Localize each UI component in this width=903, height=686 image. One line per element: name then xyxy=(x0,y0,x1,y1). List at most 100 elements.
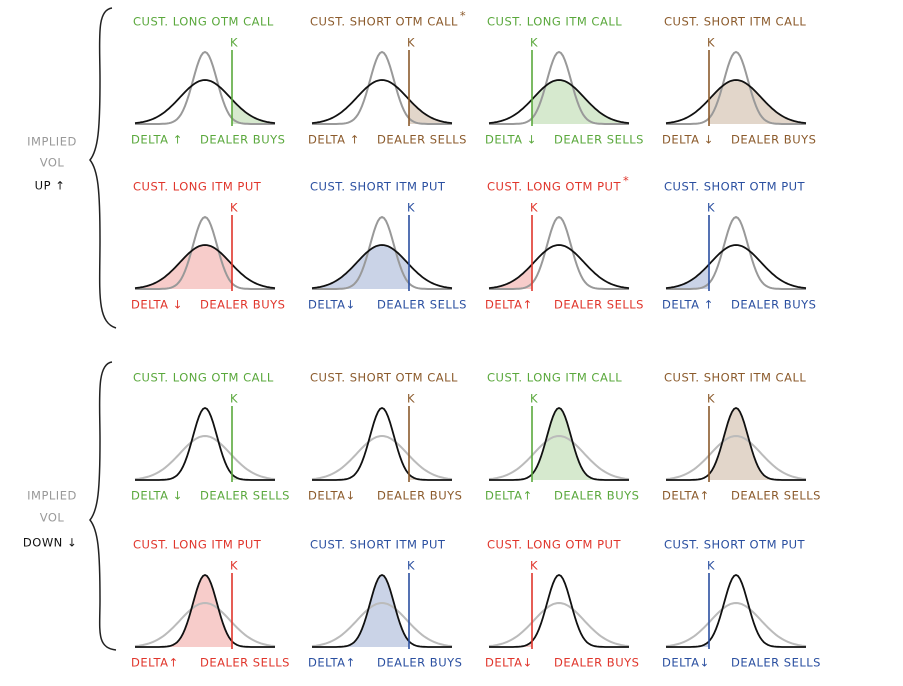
panel: CUST. SHORT ITM CALL K DELTA↑ DEALER SELLS xyxy=(662,371,821,503)
new-curve xyxy=(489,573,629,648)
panel-title: CUST. SHORT ITM PUT xyxy=(310,180,446,194)
old-curve xyxy=(489,215,629,290)
footnote-mark: * xyxy=(623,174,629,188)
old-curve xyxy=(666,50,806,125)
shaded-area xyxy=(489,265,532,289)
delta-label: DELTA ↓ xyxy=(662,133,714,147)
shaded-area xyxy=(709,80,806,124)
shaded-area xyxy=(135,575,232,647)
shaded-area xyxy=(409,99,452,124)
strike-label: K xyxy=(530,201,538,215)
strike-label: K xyxy=(707,201,715,215)
brace xyxy=(89,361,117,651)
new-curve xyxy=(311,79,453,124)
old-curve xyxy=(311,601,453,648)
footnote-mark: * xyxy=(460,9,466,23)
panel-title: CUST. LONG ITM CALL xyxy=(487,15,622,29)
old-curve xyxy=(489,50,629,125)
dealer-label: DEALER BUYS xyxy=(731,133,816,147)
panel: CUST. SHORT ITM PUT K DELTA↓ DEALER SELLS xyxy=(308,180,467,312)
new-curve xyxy=(134,79,276,124)
new-curve xyxy=(665,244,807,289)
delta-label: DELTA↑ xyxy=(485,298,533,312)
dealer-label: DEALER SELLS xyxy=(200,489,290,503)
dealer-label: DEALER BUYS xyxy=(731,298,816,312)
dealer-label: DEALER BUYS xyxy=(200,133,285,147)
delta-label: DELTA ↑ xyxy=(308,133,360,147)
side-label: IMPLIED xyxy=(27,489,77,503)
dealer-label: DEALER SELLS xyxy=(731,489,821,503)
delta-label: DELTA↑ xyxy=(662,489,710,503)
panel: CUST. SHORT OTM PUT K DELTA↓ DEALER SELLS xyxy=(662,538,821,670)
panel-title: CUST. LONG OTM CALL xyxy=(133,15,274,29)
panel-title: CUST. SHORT ITM PUT xyxy=(310,538,446,552)
shaded-area xyxy=(666,642,709,647)
delta-label: DELTA↑ xyxy=(485,489,533,503)
old-curve xyxy=(488,601,630,648)
shaded-area xyxy=(312,575,409,647)
shaded-area xyxy=(709,408,806,480)
new-curve xyxy=(135,573,275,648)
delta-label: DELTA ↓ xyxy=(485,133,537,147)
strike-label: K xyxy=(407,201,415,215)
panel: CUST. SHORT OTM CALL K DELTA↓ DEALER BUYS xyxy=(308,371,462,503)
panel: CUST. LONG OTM CALL K DELTA ↓ DEALER SELLS xyxy=(131,371,290,503)
old-curve xyxy=(666,215,806,290)
delta-label: DELTA↑ xyxy=(131,656,179,670)
side-label: VOL xyxy=(40,156,65,170)
panel-title: CUST. SHORT ITM CALL xyxy=(664,15,806,29)
side-label: IMPLIED xyxy=(27,135,77,149)
strike-label: K xyxy=(707,392,715,406)
shaded-area xyxy=(232,99,275,124)
panel: CUST. LONG ITM PUT K DELTA ↓ DEALER BUYS xyxy=(131,180,285,312)
delta-label: DELTA↓ xyxy=(485,656,533,670)
new-curve xyxy=(312,573,452,648)
new-curve xyxy=(489,406,629,481)
strike-label: K xyxy=(230,201,238,215)
delta-label: DELTA ↓ xyxy=(131,489,183,503)
old-curve xyxy=(488,434,630,481)
panel: CUST. LONG ITM PUT K DELTA↑ DEALER SELLS xyxy=(131,538,290,670)
new-curve xyxy=(666,573,806,648)
delta-label: DELTA ↓ xyxy=(131,298,183,312)
new-curve xyxy=(488,244,630,289)
panel-title: CUST. SHORT OTM CALL xyxy=(310,15,458,29)
panel: CUST. LONG OTM CALL K DELTA ↑ DEALER BUYS xyxy=(131,15,285,147)
strike-label: K xyxy=(530,36,538,50)
new-curve xyxy=(311,244,453,289)
delta-label: DELTA↓ xyxy=(662,656,710,670)
delta-label: DELTA ↑ xyxy=(131,133,183,147)
new-curve xyxy=(488,79,630,124)
shaded-area xyxy=(312,245,409,289)
dealer-label: DEALER SELLS xyxy=(200,656,290,670)
shaded-area xyxy=(666,265,709,289)
panel-title: CUST. LONG OTM PUT xyxy=(487,180,621,194)
shaded-area xyxy=(409,474,452,480)
panel-title: CUST. LONG OTM CALL xyxy=(133,371,274,385)
shaded-area xyxy=(135,245,232,289)
delta-label: DELTA↓ xyxy=(308,489,356,503)
dealer-label: DEALER SELLS xyxy=(377,133,467,147)
old-curve xyxy=(135,215,275,290)
strike-label: K xyxy=(230,559,238,573)
panel: CUST. SHORT ITM PUT K DELTA↑ DEALER BUYS xyxy=(308,538,462,670)
dealer-label: DEALER SELLS xyxy=(731,656,821,670)
panel-title: CUST. LONG ITM PUT xyxy=(133,538,262,552)
side-label: VOL xyxy=(40,511,65,525)
strike-label: K xyxy=(530,392,538,406)
dealer-label: DEALER BUYS xyxy=(554,489,639,503)
side-direction: DOWN ↓ xyxy=(23,536,77,550)
old-curve xyxy=(665,601,807,648)
delta-label: DELTA↓ xyxy=(308,298,356,312)
panel: CUST. LONG OTM PUT K DELTA↓ DEALER BUYS xyxy=(485,538,639,670)
strike-label: K xyxy=(407,392,415,406)
panel: CUST. SHORT OTM CALL * K DELTA ↑ DEALER SELL… xyxy=(308,9,467,147)
dealer-label: DEALER SELLS xyxy=(554,133,644,147)
shaded-area xyxy=(532,408,629,480)
panel-title: CUST. SHORT OTM PUT xyxy=(664,538,806,552)
strike-label: K xyxy=(230,392,238,406)
old-curve xyxy=(134,601,276,648)
panel: CUST. SHORT ITM CALL K DELTA ↓ DEALER BUYS xyxy=(662,15,816,147)
old-curve xyxy=(665,434,807,481)
